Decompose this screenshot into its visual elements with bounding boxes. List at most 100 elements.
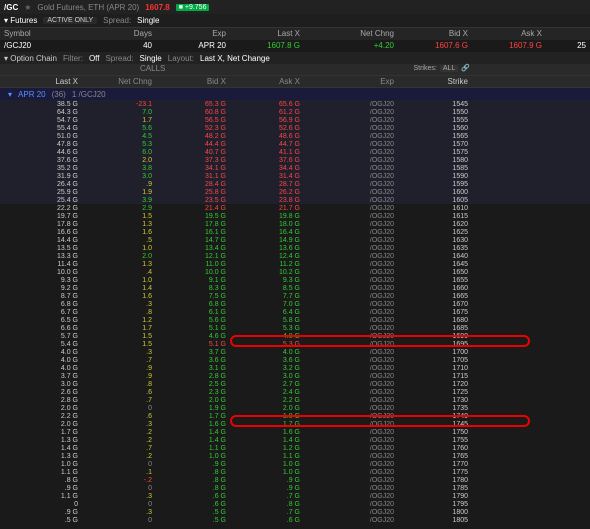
- option-row[interactable]: 14.4 G.514.7 G14.9 G/OGJ201630: [0, 236, 590, 244]
- option-row[interactable]: 2.6 G.62.3 G2.4 G/OGJ201725: [0, 388, 590, 396]
- option-row[interactable]: 6.5 G1.25.6 G5.8 G/OGJ201680: [0, 316, 590, 324]
- oc-spread-value[interactable]: Single: [140, 54, 162, 63]
- option-row[interactable]: 13.5 G1.013.4 G13.6 G/OGJ201635: [0, 244, 590, 252]
- option-row[interactable]: 16.6 G1.616.1 G16.4 G/OGJ201625: [0, 228, 590, 236]
- cell-strike: 1675: [398, 309, 472, 316]
- option-row[interactable]: 4.0 G.73.6 G3.6 G/OGJ201705: [0, 356, 590, 364]
- cell-askx: .7 G: [230, 509, 304, 516]
- option-row[interactable]: 1.1 G.1.8 G1.0 G/OGJ201775: [0, 468, 590, 476]
- col-opt-netchg[interactable]: Net Chng: [82, 76, 156, 87]
- option-chain-toggle[interactable]: ▾ Option Chain: [4, 54, 57, 63]
- option-row[interactable]: .5 G0.5 G.6 G/OGJ201805: [0, 516, 590, 524]
- cell-lastx: 10.0 G: [0, 269, 82, 276]
- option-row[interactable]: 1.3 G.21.0 G1.1 G/OGJ201765: [0, 452, 590, 460]
- cell-netchg: .7: [82, 397, 156, 404]
- option-row[interactable]: 9.2 G1.48.3 G8.5 G/OGJ201660: [0, 284, 590, 292]
- option-row[interactable]: 22.2 G2.921.4 G21.7 G/OGJ201610: [0, 204, 590, 212]
- cell-lastx: 13.5 G: [0, 245, 82, 252]
- cell-exp: /OGJ20: [304, 157, 398, 164]
- option-row[interactable]: 64.3 G7.060.8 G61.2 G/OGJ201550: [0, 108, 590, 116]
- spread-select[interactable]: Single: [137, 16, 159, 25]
- option-row[interactable]: 31.9 G3.031.1 G31.4 G/OGJ201590: [0, 172, 590, 180]
- option-row[interactable]: 19.7 G1.519.5 G19.8 G/OGJ201615: [0, 212, 590, 220]
- cell-askx: 65.6 G: [230, 101, 304, 108]
- cell-bidx: 56.5 G: [156, 117, 230, 124]
- option-row[interactable]: 35.2 G3.834.1 G34.4 G/OGJ201585: [0, 164, 590, 172]
- option-row[interactable]: 25.9 G1.925.8 G26.2 G/OGJ201600: [0, 188, 590, 196]
- cell-exp: /OGJ20: [304, 429, 398, 436]
- option-row[interactable]: 4.0 G.33.7 G4.0 G/OGJ201700: [0, 348, 590, 356]
- option-row[interactable]: .9 G0.8 G.9 G/OGJ201785: [0, 484, 590, 492]
- cell-bidx: .8 G: [156, 485, 230, 492]
- option-row[interactable]: 10.0 G.410.0 G10.2 G/OGJ201650: [0, 268, 590, 276]
- option-row[interactable]: 1.7 G.21.4 G1.6 G/OGJ201750: [0, 428, 590, 436]
- cell-netchg: 1.0: [82, 277, 156, 284]
- col-opt-lastx[interactable]: Last X: [0, 76, 82, 87]
- option-row[interactable]: 54.7 G1.756.5 G56.9 G/OGJ201555: [0, 116, 590, 124]
- cell-exp: /OGJ20: [304, 373, 398, 380]
- option-row[interactable]: 44.6 G6.040.7 G41.1 G/OGJ201575: [0, 148, 590, 156]
- cell-netchg: .9: [82, 181, 156, 188]
- option-row[interactable]: 6.8 G.36.8 G7.0 G/OGJ201670: [0, 300, 590, 308]
- cell-exp: /OGJ20: [304, 237, 398, 244]
- option-row[interactable]: 3.0 G.82.5 G2.7 G/OGJ201720: [0, 380, 590, 388]
- cell-lastx: 26.4 G: [0, 181, 82, 188]
- option-row[interactable]: 8.7 G1.67.5 G7.7 G/OGJ201665: [0, 292, 590, 300]
- option-row[interactable]: 51.0 G4.548.2 G48.6 G/OGJ201565: [0, 132, 590, 140]
- option-row[interactable]: 5.7 G1.54.6 G4.8 G/OGJ201690: [0, 332, 590, 340]
- cell-askx: 3.6 G: [230, 357, 304, 364]
- cell-netchg: 2.9: [82, 205, 156, 212]
- option-row[interactable]: .8 G-.2.8 G.9 G/OGJ201780: [0, 476, 590, 484]
- cell-bidx: 28.4 G: [156, 181, 230, 188]
- cell-askx: 2.4 G: [230, 389, 304, 396]
- cell-lastx: 9.2 G: [0, 285, 82, 292]
- col-opt-askx[interactable]: Ask X: [230, 76, 304, 87]
- option-row[interactable]: 2.8 G.72.0 G2.2 G/OGJ201730: [0, 396, 590, 404]
- col-opt-strike[interactable]: Strike: [398, 76, 472, 87]
- option-row[interactable]: 47.8 G5.344.4 G44.7 G/OGJ201570: [0, 140, 590, 148]
- futures-row[interactable]: /GCJ20 40 APR 20 1607.8 G +4.20 1607.6 G…: [0, 40, 590, 52]
- option-row[interactable]: 37.6 G2.037.3 G37.6 G/OGJ201580: [0, 156, 590, 164]
- option-row[interactable]: 1.1 G.3.6 G.7 G/OGJ201790: [0, 492, 590, 500]
- cell-askx: 2.2 G: [230, 397, 304, 404]
- col-opt-exp[interactable]: Exp: [304, 76, 398, 87]
- option-row[interactable]: 00.6 G.8 G/OGJ201795: [0, 500, 590, 508]
- cell-netchg: -23.1: [82, 101, 156, 108]
- option-row[interactable]: 1.0 G0.9 G1.0 G/OGJ201770: [0, 460, 590, 468]
- option-row[interactable]: 1.4 G.71.1 G1.2 G/OGJ201760: [0, 444, 590, 452]
- cell-askx: 41.1 G: [230, 149, 304, 156]
- option-row[interactable]: 25.4 G3.923.5 G23.8 G/OGJ201605: [0, 196, 590, 204]
- option-row[interactable]: .9 G.3.5 G.7 G/OGJ201800: [0, 508, 590, 516]
- option-row[interactable]: 55.4 G5.652.3 G52.6 G/OGJ201560: [0, 124, 590, 132]
- cell-strike: 1735: [398, 405, 472, 412]
- cell-lastx: 1.7 G: [0, 429, 82, 436]
- option-row[interactable]: 6.7 G.86.1 G6.4 G/OGJ201675: [0, 308, 590, 316]
- option-row[interactable]: 5.4 G1.55.1 G5.3 G/OGJ201695: [0, 340, 590, 348]
- strikes-selector[interactable]: Strikes: ALL 🔗: [413, 64, 470, 72]
- option-row[interactable]: 2.0 G01.9 G2.0 G/OGJ201735: [0, 404, 590, 412]
- cell-exp: /OGJ20: [304, 101, 398, 108]
- active-only-filter[interactable]: ACTIVE ONLY: [43, 17, 97, 24]
- option-row[interactable]: 6.6 G1.75.1 G5.3 G/OGJ201685: [0, 324, 590, 332]
- cell-askx: 31.4 G: [230, 173, 304, 180]
- option-row[interactable]: 11.4 G1.311.0 G11.2 G/OGJ201645: [0, 260, 590, 268]
- option-row[interactable]: 1.3 G.21.4 G1.4 G/OGJ201755: [0, 436, 590, 444]
- option-row[interactable]: 38.5 G-23.165.3 G65.6 G/OGJ201545: [0, 100, 590, 108]
- option-row[interactable]: 13.3 G2.012.1 G12.4 G/OGJ201640: [0, 252, 590, 260]
- option-row[interactable]: 4.0 G.93.1 G3.2 G/OGJ201710: [0, 364, 590, 372]
- expiration-row[interactable]: ▾ APR 20 (36) 1 /GCJ20: [0, 88, 590, 100]
- star-icon[interactable]: ★: [24, 3, 31, 12]
- option-row[interactable]: 26.4 G.928.4 G28.7 G/OGJ201595: [0, 180, 590, 188]
- option-row[interactable]: 17.8 G1.317.8 G18.0 G/OGJ201620: [0, 220, 590, 228]
- option-row[interactable]: 3.7 G.92.8 G3.0 G/OGJ201715: [0, 372, 590, 380]
- option-row[interactable]: 9.3 G1.09.1 G9.3 G/OGJ201655: [0, 276, 590, 284]
- option-row[interactable]: 2.2 G.61.7 G1.8 G/OGJ201740: [0, 412, 590, 420]
- symbol-input[interactable]: /GC: [4, 3, 18, 12]
- link-icon[interactable]: 🔗: [461, 64, 470, 72]
- cell-bidx: 1.7 G: [156, 413, 230, 420]
- option-row[interactable]: 2.0 G.31.6 G1.7 G/OGJ201745: [0, 420, 590, 428]
- filter-value[interactable]: Off: [89, 54, 100, 63]
- col-opt-bidx[interactable]: Bid X: [156, 76, 230, 87]
- layout-value[interactable]: Last X, Net Change: [200, 54, 270, 63]
- futures-tab[interactable]: ▾ Futures: [4, 16, 37, 25]
